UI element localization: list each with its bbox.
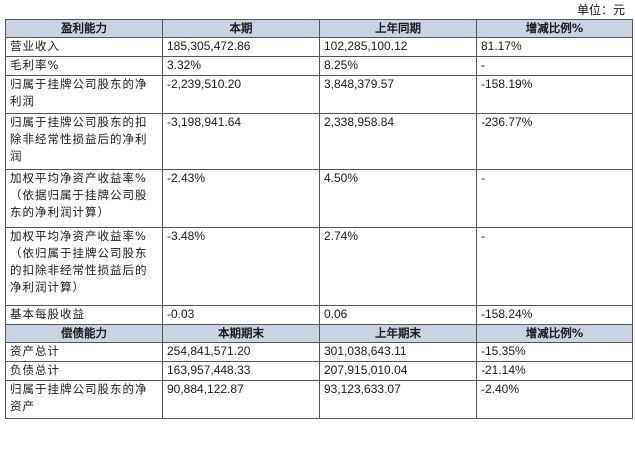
cell-change: -21.14% — [476, 361, 633, 381]
cell-prior: 8.25% — [319, 56, 477, 76]
row-label: 资产总计 — [5, 342, 163, 362]
header-current-period-end: 本期期末 — [162, 324, 320, 343]
header-current-period: 本期 — [162, 19, 320, 38]
cell-current: -0.03 — [162, 305, 320, 325]
table-row: 基本每股收益 -0.03 0.06 -158.24% — [5, 305, 633, 325]
row-label: 加权平均净资产收益率%（依归属于挂牌公司股东的扣除非经常性损益后的净利润计算） — [5, 227, 163, 306]
cell-current: -2,239,510.20 — [162, 75, 320, 114]
cell-current: 254,841,571.20 — [162, 342, 320, 362]
header-change-ratio: 增减比例% — [476, 324, 633, 343]
table-row: 营业收入 185,305,472.86 102,285,100.12 81.17… — [5, 37, 633, 57]
row-label: 负债总计 — [5, 361, 163, 381]
cell-current: 163,957,448.33 — [162, 361, 320, 381]
cell-prior: 0.06 — [319, 305, 477, 325]
financial-table: 盈利能力 本期 上年同期 增减比例% 营业收入 185,305,472.86 1… — [5, 19, 633, 419]
cell-prior: 207,915,010.04 — [319, 361, 477, 381]
cell-current: 3.32% — [162, 56, 320, 76]
cell-prior: 4.50% — [319, 169, 477, 228]
table-row: 毛利率% 3.32% 8.25% - — [5, 56, 633, 76]
header-prior-period: 上年同期 — [319, 19, 477, 38]
cell-change: - — [476, 56, 633, 76]
cell-prior: 3,848,379.57 — [319, 75, 477, 114]
cell-current: 185,305,472.86 — [162, 37, 320, 57]
cell-change: -15.35% — [476, 342, 633, 362]
cell-current: -3,198,941.64 — [162, 113, 320, 170]
header-profitability: 盈利能力 — [5, 19, 163, 38]
cell-change: 81.17% — [476, 37, 633, 57]
header-change-ratio: 增减比例% — [476, 19, 633, 38]
row-label: 营业收入 — [5, 37, 163, 57]
profitability-header-row: 盈利能力 本期 上年同期 增减比例% — [5, 19, 633, 38]
cell-prior: 102,285,100.12 — [319, 37, 477, 57]
cell-change: -2.40% — [476, 380, 633, 419]
table-row: 负债总计 163,957,448.33 207,915,010.04 -21.1… — [5, 361, 633, 381]
cell-prior: 2.74% — [319, 227, 477, 306]
cell-change: -158.24% — [476, 305, 633, 325]
table-row: 加权平均净资产收益率%（依据归属于挂牌公司股东的净利润计算） -2.43% 4.… — [5, 169, 633, 228]
cell-current: -2.43% — [162, 169, 320, 228]
header-prior-period-end: 上年期末 — [319, 324, 477, 343]
cell-prior: 301,038,643.11 — [319, 342, 477, 362]
cell-prior: 2,338,958.84 — [319, 113, 477, 170]
cell-prior: 93,123,633.07 — [319, 380, 477, 419]
cell-change: - — [476, 169, 633, 228]
table-row: 归属于挂牌公司股东的净资产 90,884,122.87 93,123,633.0… — [5, 380, 633, 419]
table-row: 资产总计 254,841,571.20 301,038,643.11 -15.3… — [5, 342, 633, 362]
row-label: 归属于挂牌公司股东的扣除非经常性损益后的净利润 — [5, 113, 163, 170]
table-row: 加权平均净资产收益率%（依归属于挂牌公司股东的扣除非经常性损益后的净利润计算） … — [5, 227, 633, 306]
cell-current: 90,884,122.87 — [162, 380, 320, 419]
row-label: 归属于挂牌公司股东的净资产 — [5, 380, 163, 419]
row-label: 毛利率% — [5, 56, 163, 76]
cell-current: -3.48% — [162, 227, 320, 306]
solvency-header-row: 偿债能力 本期期末 上年期末 增减比例% — [5, 324, 633, 343]
unit-label: 单位：元 — [576, 3, 625, 17]
row-label: 归属于挂牌公司股东的净利润 — [5, 75, 163, 114]
header-solvency: 偿债能力 — [5, 324, 163, 343]
cell-change: - — [476, 227, 633, 306]
cell-change: -236.77% — [476, 113, 633, 170]
table-row: 归属于挂牌公司股东的扣除非经常性损益后的净利润 -3,198,941.64 2,… — [5, 113, 633, 170]
row-label: 基本每股收益 — [5, 305, 163, 325]
row-label: 加权平均净资产收益率%（依据归属于挂牌公司股东的净利润计算） — [5, 169, 163, 228]
cell-change: -158.19% — [476, 75, 633, 114]
table-row: 归属于挂牌公司股东的净利润 -2,239,510.20 3,848,379.57… — [5, 75, 633, 114]
